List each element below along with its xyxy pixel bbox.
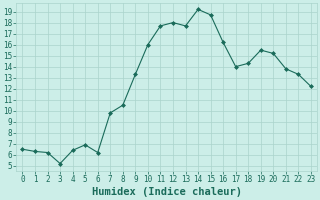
X-axis label: Humidex (Indice chaleur): Humidex (Indice chaleur) bbox=[92, 187, 242, 197]
